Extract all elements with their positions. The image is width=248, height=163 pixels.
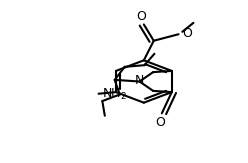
Text: N: N	[135, 74, 144, 87]
Text: NH$_2$: NH$_2$	[102, 87, 127, 102]
Text: O: O	[156, 116, 165, 129]
Text: O: O	[182, 27, 192, 40]
Text: O: O	[136, 10, 146, 23]
